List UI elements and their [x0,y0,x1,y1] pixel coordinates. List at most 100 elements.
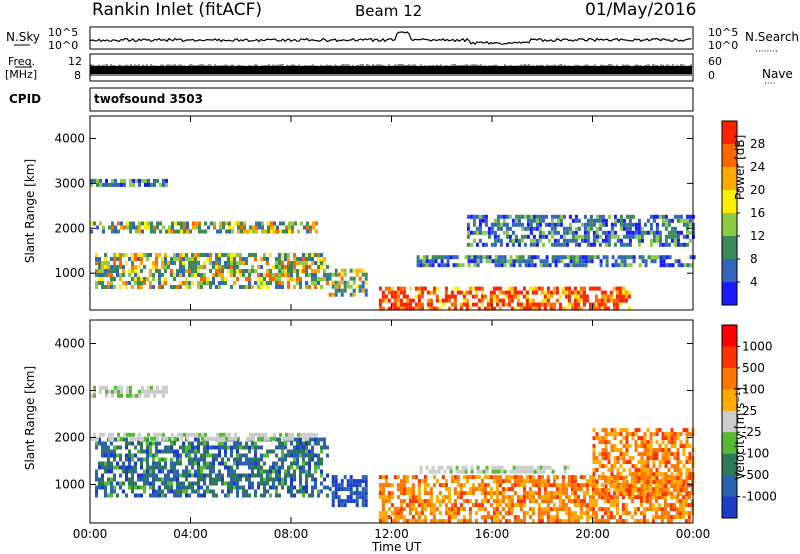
data-cell [507,487,511,492]
data-cell [550,234,554,239]
data-cell [537,306,541,311]
data-cell [287,485,290,490]
data-cell [119,485,122,490]
data-cell [346,499,350,504]
data-cell [219,221,222,226]
data-cell [627,495,631,500]
data-cell [170,485,173,490]
data-cell [182,445,185,450]
data-cell [334,483,338,488]
data-cell [582,290,586,295]
data-cell [314,269,317,273]
data-cell [655,238,659,243]
data-cell [501,495,505,500]
data-cell [459,491,463,496]
data-cell [632,259,636,264]
data-cell [98,277,101,281]
data-cell [227,493,230,498]
data-cell [204,436,207,441]
data-cell [408,519,412,524]
data-cell [251,457,254,462]
data-cell [603,306,607,311]
data-cell [670,464,674,469]
data-cell [314,281,317,285]
data-cell [477,298,481,303]
data-cell [622,436,626,441]
data-cell [552,286,556,291]
data-cell [402,519,406,524]
data-cell [545,465,549,470]
data-cell [495,479,499,484]
data-cell [628,472,632,477]
data-cell [625,214,629,219]
data-cell [188,261,191,265]
data-cell [543,302,547,307]
data-cell [290,481,293,486]
data-cell [492,499,496,504]
data-cell [114,182,117,187]
data-cell [191,465,194,470]
data-cell [434,469,438,474]
data-cell [337,483,341,488]
data-cell [149,469,152,474]
data-cell [681,507,685,512]
nsearch-axis-low: 10^0 [708,39,739,52]
data-cell [170,449,173,454]
data-cell [570,491,574,496]
data-cell [311,493,314,498]
data-cell [461,469,465,474]
colorbar-swatch [722,410,737,433]
data-cell [230,469,233,474]
data-cell [143,281,146,285]
data-cell [450,511,454,516]
data-cell [143,489,146,494]
data-cell [634,230,638,235]
data-cell [582,495,586,500]
data-cell [432,515,436,520]
data-cell [273,229,276,234]
data-cell [293,261,296,265]
data-cell [607,452,611,457]
data-cell [576,483,580,488]
data-cell [502,214,506,219]
data-cell [481,214,485,219]
data-cell [155,253,158,257]
data-cell [306,225,309,230]
data-cell [517,218,521,223]
data-cell [628,484,632,489]
data-cell [272,277,275,281]
data-cell [505,222,509,227]
data-cell [275,285,278,289]
data-cell [402,306,406,311]
data-cell [656,255,660,260]
data-cell [251,469,254,474]
data-cell [396,290,400,295]
data-cell [171,436,174,441]
data-cell [438,519,442,524]
data-cell [649,484,653,489]
data-cell [681,483,685,488]
data-cell [513,515,517,520]
data-cell [254,453,257,458]
data-cell [512,465,516,470]
data-cell [435,306,439,311]
data-cell [128,469,131,474]
data-cell [349,268,353,273]
data-cell [269,493,272,498]
data-cell [245,453,248,458]
data-cell [248,273,251,277]
data-cell [429,507,433,512]
data-cell [119,257,122,261]
data-cell [149,449,152,454]
data-cell [120,385,123,390]
data-cell [607,492,611,497]
data-cell [284,473,287,478]
data-cell [670,492,674,497]
data-cell [426,302,430,307]
data-cell [607,230,611,235]
data-cell [215,493,218,498]
data-cell [152,453,155,458]
data-cell [503,255,507,260]
data-cell [128,485,131,490]
data-cell [185,449,188,454]
